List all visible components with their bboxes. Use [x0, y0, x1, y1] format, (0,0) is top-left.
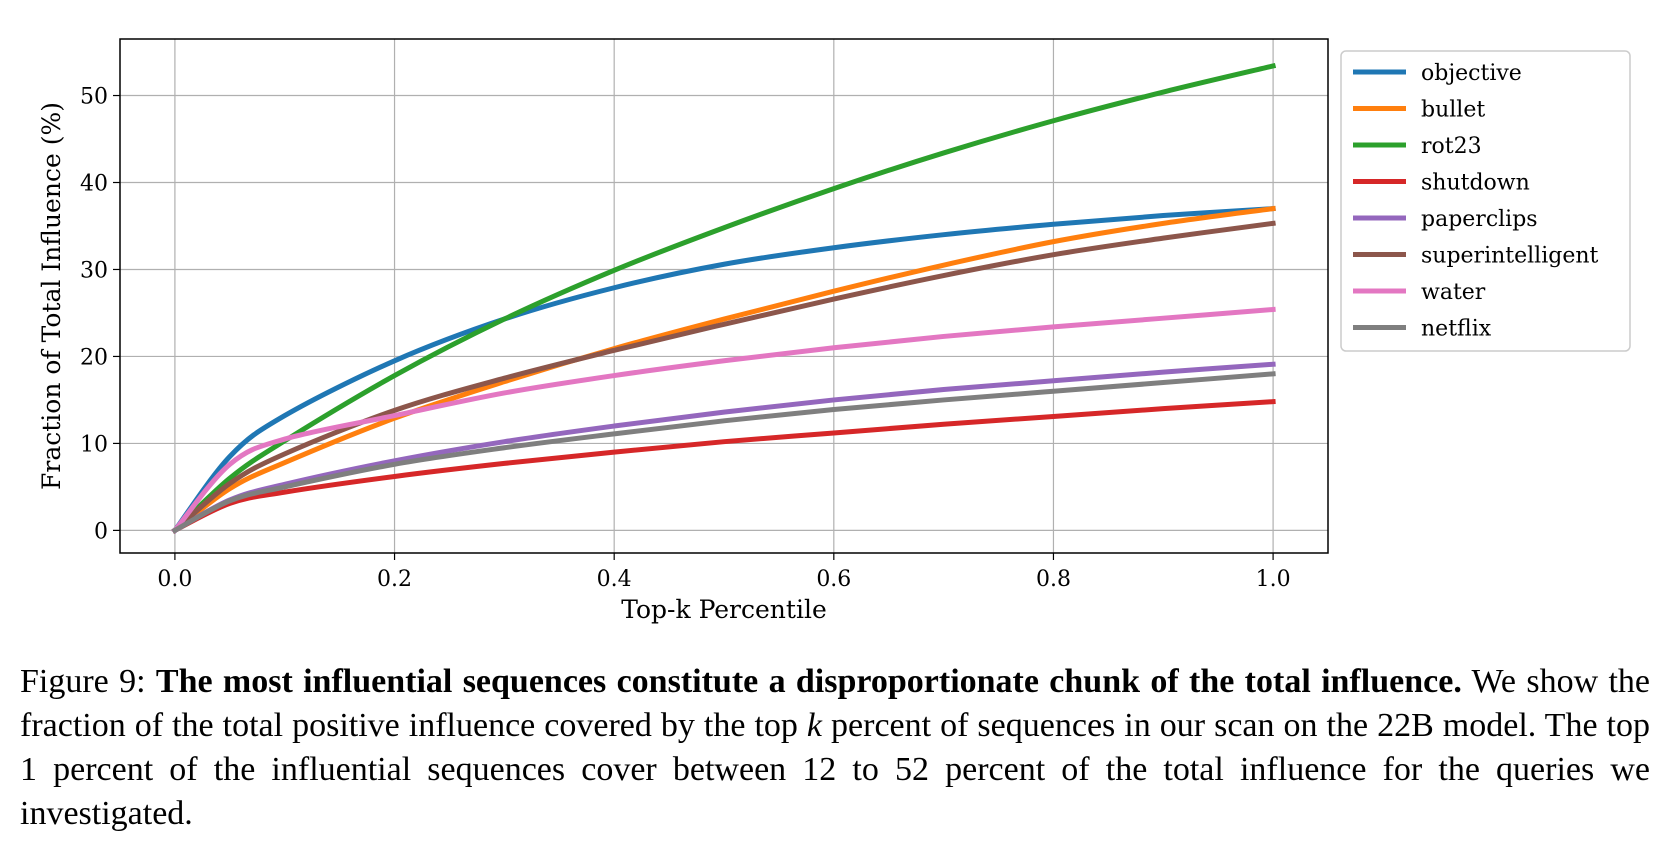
y-tick-label: 0 — [94, 519, 108, 544]
x-tick-label: 0.4 — [597, 567, 632, 592]
series-lines — [171, 62, 1277, 534]
caption-prefix: Figure 9: — [20, 663, 156, 700]
y-tick-label: 30 — [80, 258, 108, 283]
caption-bold-title: The most influential sequences constitut… — [155, 663, 1462, 700]
legend-label-netflix: netflix — [1421, 317, 1492, 342]
x-tick-label: 0.2 — [377, 567, 412, 592]
axis-ticks: 0.0 0.2 0.4 0.6 0.8 1.0 0 10 20 30 40 50 — [80, 85, 1291, 592]
legend-frame — [1340, 50, 1631, 352]
x-axis-label: Top-k Percentile — [621, 595, 827, 624]
legend-label-shutdown: shutdown — [1421, 171, 1530, 196]
x-tick-label: 0.0 — [157, 567, 192, 592]
legend-label-bullet: bullet — [1421, 98, 1485, 123]
series-line-superintelligent — [171, 220, 1276, 534]
y-tick-label: 50 — [80, 85, 108, 110]
x-tick-label: 0.6 — [816, 567, 851, 592]
y-axis-label: Fraction of Total Influence (%) — [37, 102, 66, 490]
series-line-paperclips — [171, 361, 1276, 534]
caption-text: We show the fraction of the total positi… — [20, 663, 1650, 744]
plot-frame — [119, 38, 1329, 554]
y-tick-label: 10 — [80, 432, 108, 457]
y-tick-label: 20 — [80, 345, 108, 370]
legend-label-superintelligent: superintelligent — [1421, 244, 1599, 269]
y-tick-label: 40 — [80, 172, 108, 197]
legend-label-objective: objective — [1421, 61, 1522, 86]
series-line-netflix — [171, 371, 1276, 534]
figure-caption: Figure 9: The most influential sequences… — [20, 660, 1650, 836]
series-line-objective — [171, 205, 1276, 534]
series-line-rot23 — [171, 62, 1277, 534]
legend: objective bullet rot23 shutdown paperclips su… — [1340, 50, 1631, 352]
caption-k: k — [806, 707, 823, 744]
caption-text-end: percent of sequences in our scan on the … — [20, 707, 1650, 832]
influence-chart: 0.0 0.2 0.4 0.6 0.8 1.0 0 10 20 30 40 50 Top-k Perc… — [37, 38, 1631, 624]
x-tick-label: 1.0 — [1256, 567, 1291, 592]
legend-label-paperclips: paperclips — [1421, 207, 1538, 232]
legend-label-water: water — [1421, 280, 1486, 305]
grid-lines — [120, 39, 1328, 553]
series-line-shutdown — [171, 399, 1276, 534]
x-tick-label: 0.8 — [1036, 567, 1071, 592]
series-line-bullet — [171, 205, 1276, 534]
legend-label-rot23: rot23 — [1421, 134, 1482, 159]
series-line-water — [171, 306, 1276, 534]
